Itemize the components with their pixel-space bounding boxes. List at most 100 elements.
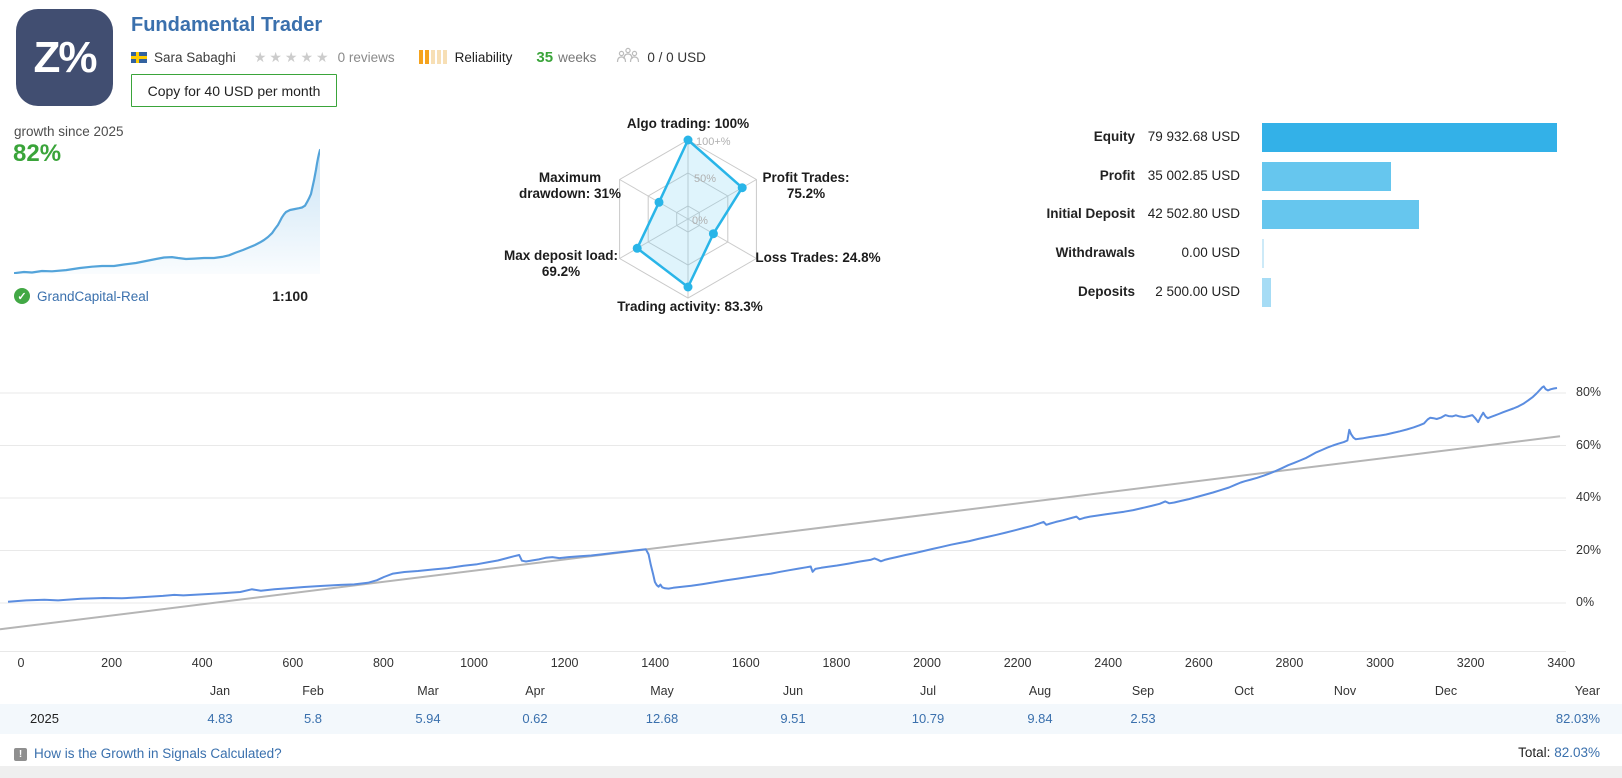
copy-signal-button[interactable]: Copy for 40 USD per month bbox=[131, 74, 337, 107]
radar-metric-label: Profit Trades: 75.2% bbox=[762, 170, 850, 201]
growth-line-chart bbox=[0, 385, 1566, 631]
growth-value: 82% bbox=[13, 140, 62, 167]
x-axis-tick: 200 bbox=[101, 656, 123, 670]
stat-value: 0.00 USD bbox=[1181, 245, 1240, 261]
radar-metric-label: Maximum drawdown: 31% bbox=[518, 170, 622, 201]
x-axis-tick: 3200 bbox=[1456, 656, 1485, 670]
reliability-bar bbox=[418, 50, 423, 64]
distribution-radar-chart: 0% 50% 100+% bbox=[619, 135, 757, 299]
x-axis-tick: 2000 bbox=[913, 656, 941, 670]
month-growth-value: 9.84 bbox=[1027, 711, 1053, 726]
x-axis-tick: 400 bbox=[191, 656, 213, 670]
author-link[interactable]: Sara Sabaghi bbox=[154, 49, 236, 65]
stat-label: Profit bbox=[1099, 167, 1135, 183]
month-header: May bbox=[650, 684, 674, 698]
month-header: Dec bbox=[1434, 684, 1458, 698]
month-header: Jul bbox=[920, 684, 936, 698]
stat-value: 42 502.80 USD bbox=[1147, 206, 1240, 222]
month-header: Feb bbox=[302, 684, 324, 698]
radar-metric-label: Trading activity: 83.3% bbox=[617, 299, 763, 314]
reliability-bar bbox=[442, 50, 447, 64]
month-growth-value: 0.62 bbox=[522, 711, 548, 726]
radar-ring-label: 100+% bbox=[696, 136, 731, 148]
radar-metric-label: Max deposit load: 69.2% bbox=[503, 248, 619, 279]
total-row: Total: 82.03% bbox=[1518, 745, 1600, 760]
reliability-bar bbox=[436, 50, 441, 64]
weeks-label: weeks bbox=[558, 49, 597, 65]
x-axis-tick: 3400 bbox=[1547, 656, 1576, 670]
weeks-value: 35 bbox=[536, 48, 554, 66]
month-growth-value: 5.8 bbox=[303, 711, 323, 726]
reliability-label: Reliability bbox=[454, 49, 513, 65]
reviews-link[interactable]: 0 reviews bbox=[337, 49, 395, 65]
month-header: Apr bbox=[525, 684, 545, 698]
signal-meta-row: Sara Sabaghi ★★★★★ 0 reviews Reliability… bbox=[131, 47, 706, 67]
month-growth-value: 2.53 bbox=[1130, 711, 1156, 726]
subscribers-icon bbox=[616, 47, 640, 67]
stat-value: 35 002.85 USD bbox=[1147, 167, 1240, 183]
month-header: Aug bbox=[1028, 684, 1052, 698]
growth-help-link[interactable]: How is the Growth in Signals Calculated? bbox=[34, 746, 282, 761]
total-value: 82.03% bbox=[1554, 745, 1600, 760]
stat-label: Equity bbox=[1093, 129, 1135, 144]
month-header: Oct bbox=[1234, 684, 1254, 698]
stat-bar bbox=[1262, 161, 1392, 191]
radar-metric-label: Loss Trades: 24.8% bbox=[755, 250, 881, 265]
x-axis-tick: 1800 bbox=[822, 656, 851, 670]
year-column-header: Year bbox=[1574, 684, 1600, 698]
stat-bar bbox=[1262, 239, 1264, 269]
growth-sparkline-chart bbox=[14, 148, 320, 274]
stat-value: 79 932.68 USD bbox=[1147, 129, 1240, 144]
radar-ring-label: 0% bbox=[692, 215, 708, 227]
y-axis-label: 20% bbox=[1576, 542, 1602, 557]
reliability-bar bbox=[430, 50, 435, 64]
rating-stars[interactable]: ★★★★★ bbox=[253, 48, 332, 65]
year-total-value: 82.03% bbox=[1555, 711, 1600, 726]
reliability-bar bbox=[424, 50, 429, 64]
stat-label: Deposits bbox=[1077, 283, 1135, 299]
x-axis-tick: 3000 bbox=[1366, 656, 1394, 670]
month-growth-value: 9.51 bbox=[780, 711, 806, 726]
info-icon: ! bbox=[14, 748, 27, 761]
verified-check-icon: ✓ bbox=[14, 288, 30, 304]
broker-row: ✓ GrandCapital-Real 1:100 bbox=[14, 288, 308, 304]
reliability-icon bbox=[418, 50, 449, 64]
x-axis-tick: 2600 bbox=[1184, 656, 1213, 670]
month-header: Sep bbox=[1131, 684, 1155, 698]
x-axis-tick: 600 bbox=[282, 656, 304, 670]
month-header: Jun bbox=[782, 684, 804, 698]
month-header: Nov bbox=[1333, 684, 1357, 698]
table-year-label: 2025 bbox=[30, 711, 59, 726]
x-axis-tick: 1000 bbox=[460, 656, 488, 670]
x-axis-tick: 2400 bbox=[1094, 656, 1123, 670]
subscribers-value: 0 / 0 USD bbox=[647, 49, 706, 65]
signal-logo: Z% bbox=[16, 9, 113, 106]
page-title: Fundamental Trader bbox=[131, 14, 323, 36]
broker-link[interactable]: GrandCapital-Real bbox=[37, 288, 149, 304]
monthly-values-row bbox=[0, 704, 1622, 734]
y-axis-label: 0% bbox=[1576, 595, 1595, 609]
country-flag-icon bbox=[131, 51, 147, 63]
stat-label: Initial Deposit bbox=[1046, 206, 1135, 222]
month-growth-value: 10.79 bbox=[911, 711, 945, 726]
y-axis-label: 80% bbox=[1576, 385, 1602, 399]
account-stats-panel: Equity 79 932.68 USD Profit 35 002.85 USD In… bbox=[1000, 123, 1600, 313]
x-axis-tick: 2800 bbox=[1275, 656, 1304, 670]
radar-ring-label: 50% bbox=[694, 173, 716, 185]
month-growth-value: 4.83 bbox=[207, 711, 233, 726]
stat-value: 2 500.00 USD bbox=[1155, 283, 1240, 299]
month-header: Jan bbox=[209, 684, 231, 698]
x-axis-tick: 1200 bbox=[550, 656, 579, 670]
x-axis-tick: 1600 bbox=[731, 656, 760, 670]
total-label: Total: bbox=[1518, 745, 1551, 760]
month-growth-value: 5.94 bbox=[415, 711, 441, 726]
x-axis-tick: 2200 bbox=[1003, 656, 1032, 670]
stat-bar bbox=[1262, 277, 1272, 307]
stat-bar bbox=[1262, 200, 1419, 230]
month-growth-value: 12.68 bbox=[645, 711, 679, 726]
x-axis-tick: 1400 bbox=[641, 656, 670, 670]
month-header: Mar bbox=[417, 684, 439, 698]
stat-bar bbox=[1262, 123, 1557, 152]
leverage-value: 1:100 bbox=[272, 288, 308, 304]
